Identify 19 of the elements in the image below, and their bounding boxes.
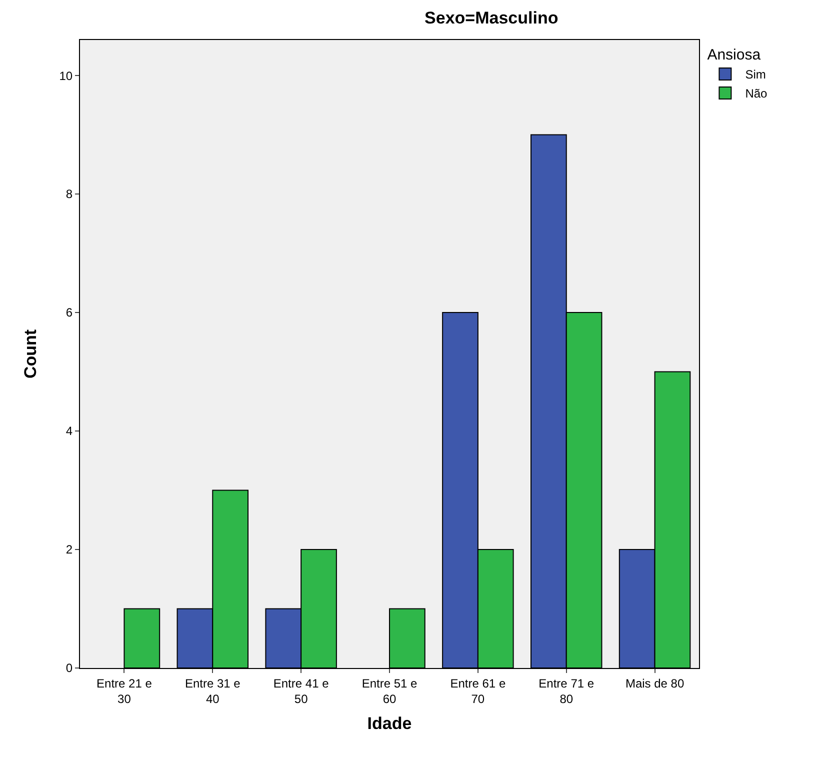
y-tick-label: 6 xyxy=(66,306,73,320)
y-tick-label: 2 xyxy=(66,542,73,557)
x-tick-label: Entre 41 e 50 xyxy=(273,676,330,706)
x-tick-label: Entre 21 e 30 xyxy=(96,676,152,706)
x-tick-label: Mais de 80 xyxy=(625,676,684,690)
y-tick-label: 4 xyxy=(66,424,73,438)
y-axis-title: Count xyxy=(21,329,40,379)
x-tick-label: Entre 71 e 80 xyxy=(538,676,594,706)
y-tick-label: 8 xyxy=(66,187,73,202)
legend-label: Não xyxy=(745,86,768,101)
x-axis-title: Idade xyxy=(367,714,412,733)
x-tick-label: Entre 61 e 70 xyxy=(450,676,506,706)
y-tick-label: 0 xyxy=(66,661,73,676)
chart-title: Sexo=Masculino xyxy=(424,8,558,28)
x-tick-label: Entre 31 e 40 xyxy=(184,676,241,706)
legend-title: Ansiosa xyxy=(707,46,762,64)
y-tick-label: 10 xyxy=(59,68,73,83)
x-tick-label: Entre 51 e 60 xyxy=(362,676,418,706)
legend-label: Sim xyxy=(745,68,766,82)
